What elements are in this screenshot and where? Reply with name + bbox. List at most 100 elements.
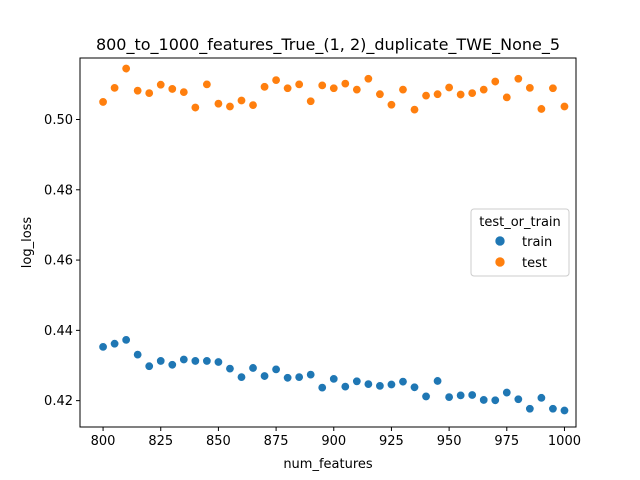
point-test (179, 87, 189, 97)
point-test (294, 79, 304, 89)
point-test (283, 83, 293, 93)
x-tick-label: 950 (437, 434, 462, 449)
point-test (144, 88, 154, 98)
x-axis: 800 825 850 875 900 925 950 975 1000 (91, 427, 581, 449)
point-train (363, 379, 373, 389)
point-test (213, 99, 223, 109)
point-train (236, 372, 246, 382)
point-train (398, 377, 408, 387)
point-test (467, 88, 477, 98)
point-train (202, 356, 212, 366)
legend-title: test_or_train (479, 215, 561, 230)
legend-label-test: test (522, 256, 547, 271)
point-train (340, 382, 350, 392)
point-test (421, 91, 431, 101)
y-tick-label: 0.44 (44, 324, 73, 339)
point-test (167, 84, 177, 94)
point-test (410, 105, 420, 115)
point-test (306, 96, 316, 106)
point-test (156, 80, 166, 90)
point-train (490, 395, 500, 405)
point-train (375, 381, 385, 391)
point-test (386, 100, 396, 110)
point-train (248, 363, 258, 373)
plot-frame (79, 57, 577, 428)
point-train (525, 404, 535, 414)
point-train (352, 376, 362, 386)
point-test (513, 74, 523, 84)
point-train (548, 404, 558, 414)
y-axis: 0.42 0.44 0.46 0.48 0.50 (44, 113, 80, 409)
point-train (110, 339, 120, 349)
point-train (271, 364, 281, 374)
y-tick-label: 0.50 (44, 113, 73, 128)
x-tick-label: 825 (148, 434, 173, 449)
point-test (456, 90, 466, 100)
point-train (479, 395, 489, 405)
point-test (317, 80, 327, 90)
point-train (283, 373, 293, 383)
x-tick-label: 800 (91, 434, 116, 449)
point-train (260, 371, 270, 381)
point-test (271, 75, 281, 85)
point-train (167, 360, 177, 370)
point-train (536, 393, 546, 403)
point-test (433, 89, 443, 99)
point-train (467, 390, 477, 400)
point-train (133, 350, 143, 360)
point-train (156, 356, 166, 366)
point-train (213, 357, 223, 367)
x-tick-label: 850 (206, 434, 231, 449)
point-test (490, 77, 500, 87)
point-test (502, 92, 512, 102)
point-train (559, 405, 569, 415)
point-train (306, 370, 316, 380)
point-test (121, 64, 131, 74)
x-tick-label: 1000 (548, 434, 581, 449)
x-tick-label: 900 (321, 434, 346, 449)
x-tick-label: 975 (494, 434, 519, 449)
point-train (502, 388, 512, 398)
point-test (340, 79, 350, 89)
point-test (248, 100, 258, 110)
point-test (190, 103, 200, 113)
point-test (559, 102, 569, 112)
x-tick-label: 925 (379, 434, 404, 449)
point-test (225, 102, 235, 112)
x-axis-label: num_features (283, 457, 373, 472)
point-train (421, 391, 431, 401)
point-test (444, 83, 454, 93)
point-train (433, 376, 443, 386)
point-test (236, 96, 246, 106)
point-train (179, 355, 189, 365)
legend: test_or_train train test (470, 208, 570, 277)
y-tick-label: 0.48 (44, 183, 73, 198)
point-train (121, 335, 131, 345)
y-tick-label: 0.42 (44, 394, 73, 409)
point-train (317, 383, 327, 393)
point-test (329, 83, 339, 93)
point-test (98, 97, 108, 107)
point-train (190, 356, 200, 366)
point-test (479, 85, 489, 95)
point-test (536, 104, 546, 114)
point-test (548, 83, 558, 93)
y-tick-label: 0.46 (44, 254, 73, 269)
point-train (329, 374, 339, 384)
point-test (525, 83, 535, 93)
point-train (513, 394, 523, 404)
legend-marker-test (494, 256, 506, 268)
point-train (294, 372, 304, 382)
legend-marker-train (494, 235, 506, 247)
point-train (444, 392, 454, 402)
point-test (363, 74, 373, 84)
point-train (386, 379, 396, 389)
point-test (133, 86, 143, 96)
point-train (144, 361, 154, 371)
point-train (225, 364, 235, 374)
point-test (202, 79, 212, 89)
point-test (110, 83, 120, 93)
chart-title: 800_to_1000_features_True_(1, 2)_duplica… (96, 35, 560, 55)
legend-label-train: train (522, 235, 552, 250)
